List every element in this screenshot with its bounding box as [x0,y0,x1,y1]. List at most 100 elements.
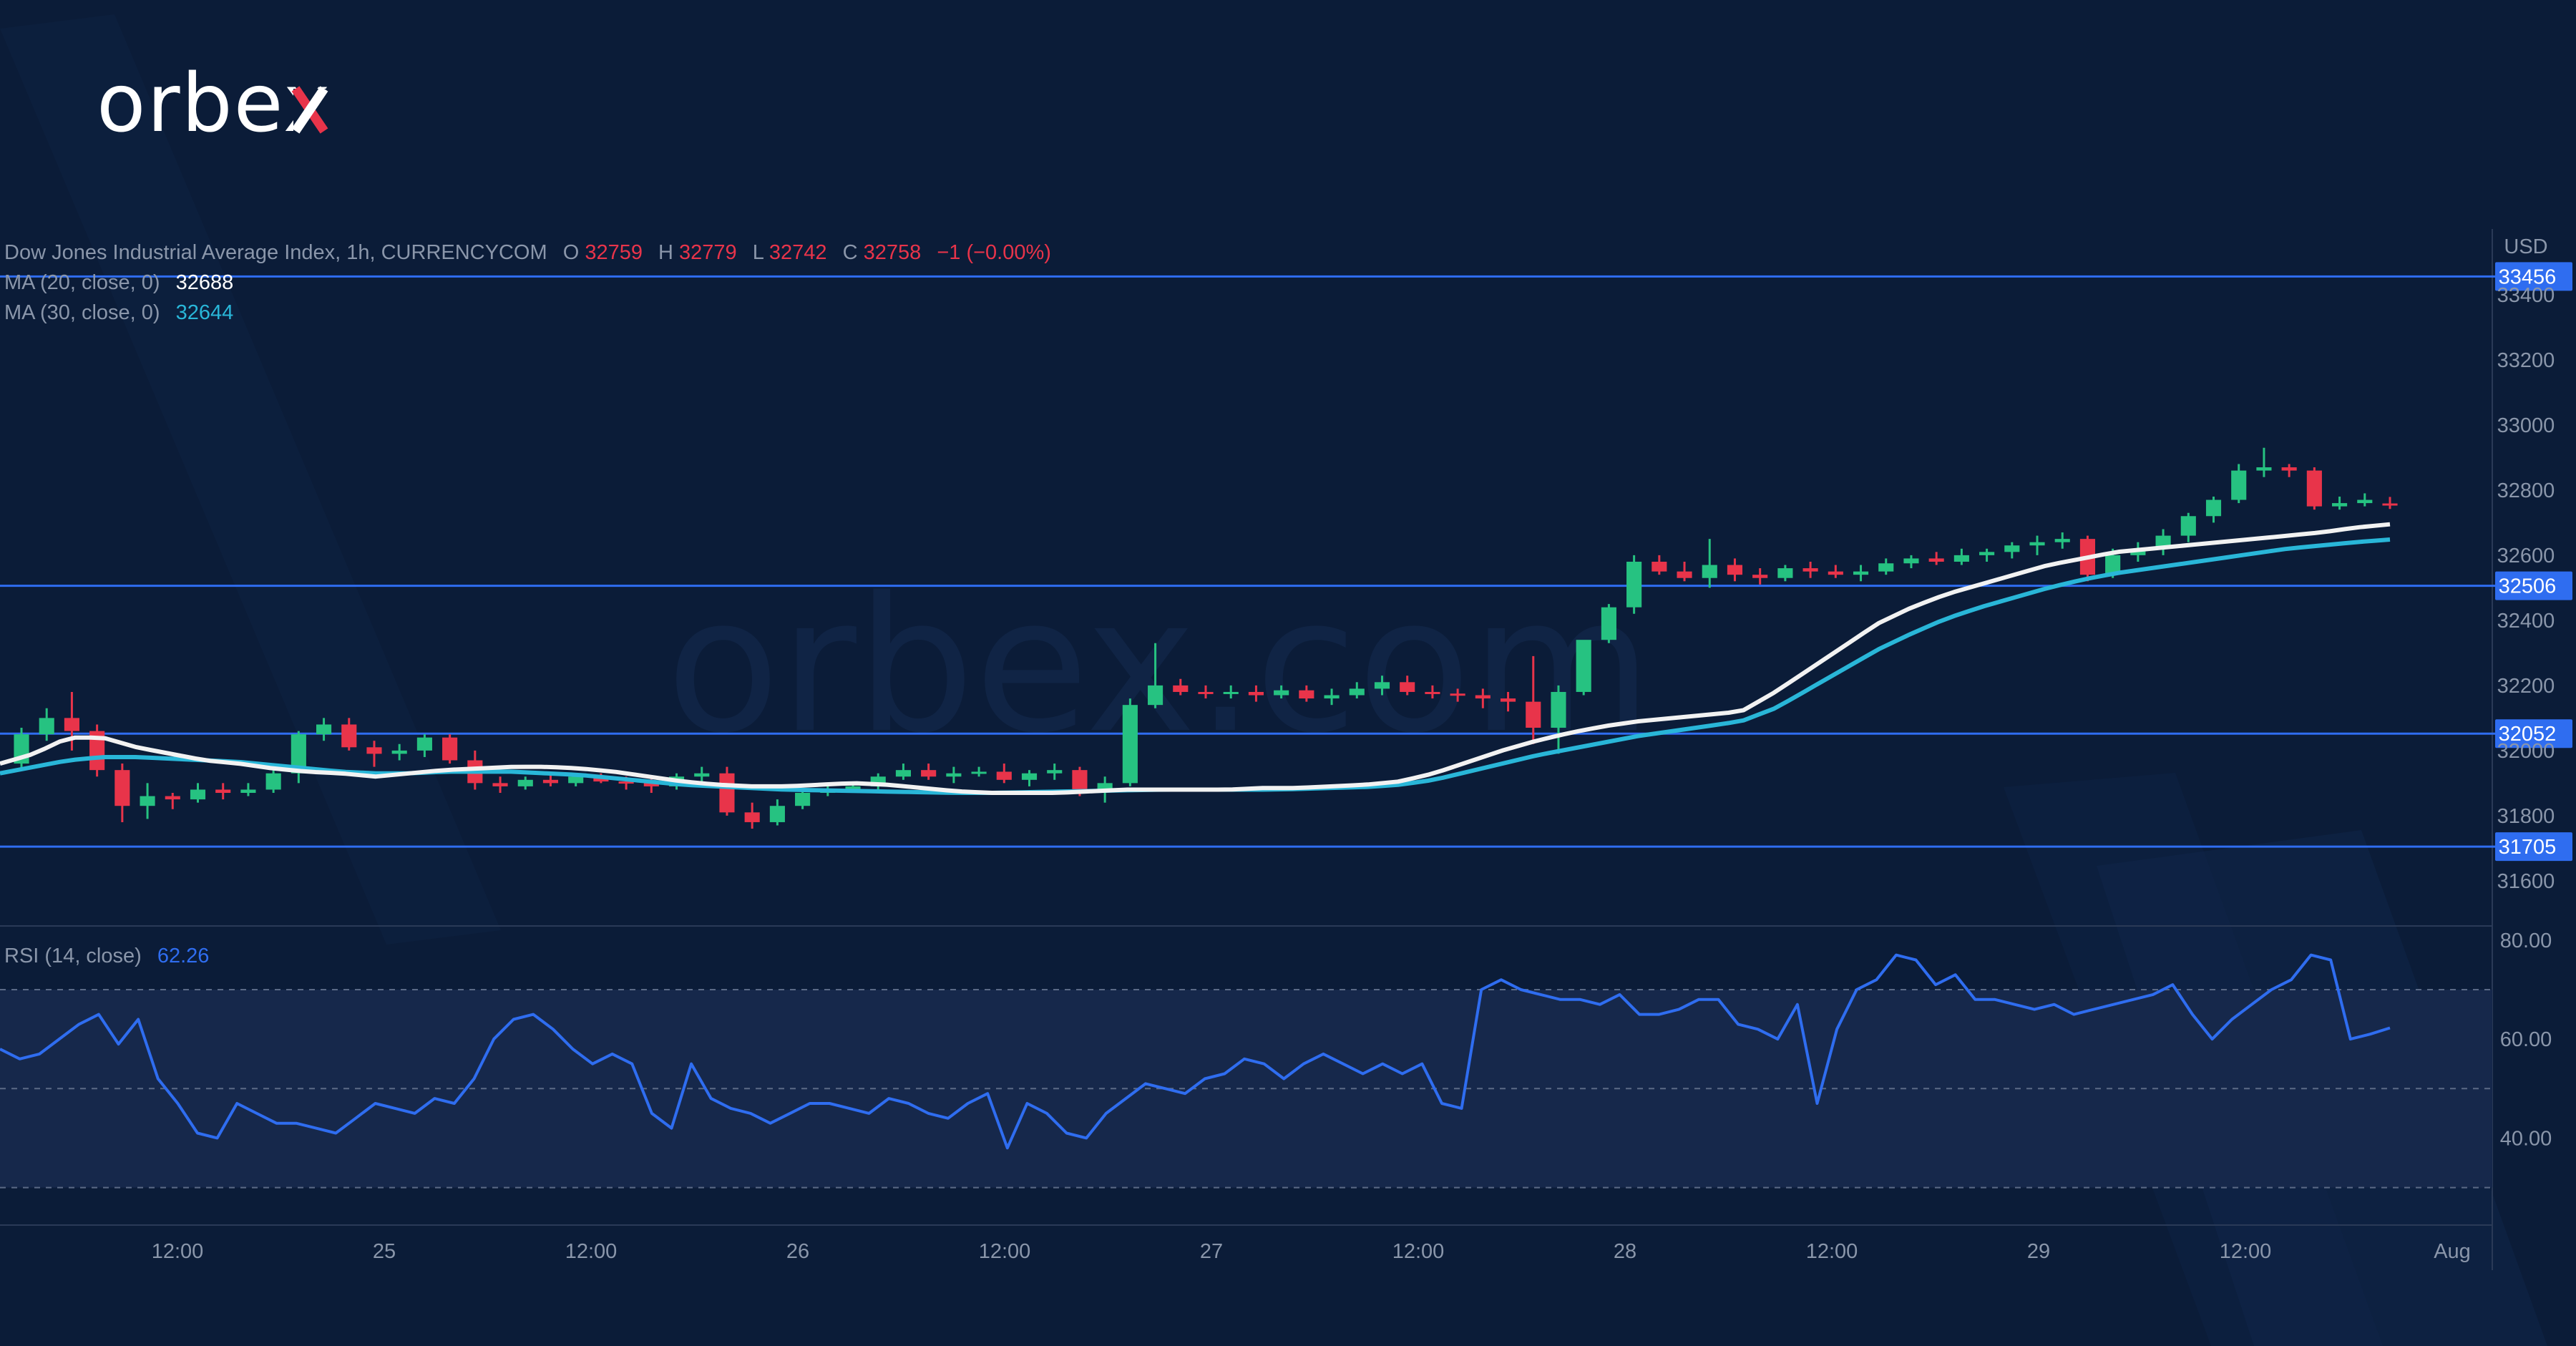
legend-change: −1 (−0.00%) [937,241,1051,264]
candle-body [1425,691,1440,694]
time-axis: 12:00 25 12:00 26 12:00 27 12:00 28 12:00 29 12:00… [152,1240,2471,1263]
price-tick-label: 33200 [2497,349,2555,372]
price-tick-label: 32800 [2497,479,2555,502]
candle-body [1349,688,1365,696]
candle-body [1777,568,1793,578]
logo-x-accent [291,86,333,134]
legend-o-label: O [563,241,580,264]
watermark-text: orbex.com [666,558,1652,774]
candle-body [921,770,937,777]
price-tick-label: 31800 [2497,805,2555,828]
level-tag [2495,571,2572,600]
candle-body [1021,773,1038,780]
candle-body [2180,516,2196,536]
candle-body [391,750,407,754]
time-tick-label: 12:00 [1392,1240,1445,1263]
level-value-label: 32506 [2499,575,2557,598]
candle-body [1727,565,1743,575]
price-tick-label: 32600 [2497,545,2555,567]
legend-l-label: L [753,241,764,264]
level-tag [2495,832,2572,862]
candle-body [769,806,785,822]
candle-body [895,770,912,777]
candle-body [291,734,306,774]
legend-symbol: Dow Jones Industrial Average Index, 1h, … [4,241,547,264]
price-tick-label: 32400 [2497,610,2555,633]
candle-body [2256,467,2272,471]
currency-label: USD [2504,235,2547,258]
rsi-guides [0,988,2492,1189]
legend-c-value: 32758 [864,241,922,264]
time-tick-label: 12:00 [152,1240,204,1263]
candle-body [2332,503,2348,507]
candle-body [1551,691,1566,728]
candle-body [1374,682,1390,689]
candle-body [64,718,79,731]
candle-body [240,789,256,794]
ma20-line [0,522,2391,795]
candle-body [2306,470,2322,507]
legend-h-label: H [658,241,673,264]
ma30-value: 32644 [176,301,234,324]
legend-row-rsi: RSI (14, close) 62.26 [4,945,209,967]
candle-body [1248,691,1264,696]
price-tick-label: 32000 [2497,740,2555,763]
time-tick-label: 29 [2027,1240,2050,1263]
time-tick-label: 12:00 [565,1240,618,1263]
time-tick-label: 27 [1200,1240,1223,1263]
candle-body [1198,691,1214,694]
candle-body [845,786,861,790]
candle-body [1526,701,1541,728]
candle-body [2004,545,2020,552]
rsi-label: RSI (14, close) [4,945,142,967]
rsi-line [0,953,2391,1150]
ma30-label: MA (30, close, 0) [4,301,160,324]
candle-body [366,747,382,754]
candle-body [2105,555,2121,575]
candle-body [1853,571,1869,575]
level-tag [2495,719,2572,748]
candle-body [2231,470,2247,500]
price-tick-label: 31600 [2497,870,2555,893]
candle-body [1223,691,1239,694]
candle-body [341,724,357,748]
candle-body [2281,467,2297,471]
level-value-label: 31705 [2499,836,2557,859]
candle-body [996,771,1012,780]
legend-row-ma30: MA (30, close, 0) 32644 [4,301,233,324]
orbex-logo: orbex [97,57,333,150]
candle-body [1903,558,1919,564]
legend-l-value: 32742 [769,241,827,264]
candle-body [1500,698,1516,702]
candle-body [2205,499,2222,517]
candle-body [1702,565,1717,578]
candle-body [1097,783,1113,790]
rsi-tick-label: 60.00 [2500,1028,2552,1051]
candle-body [1072,770,1088,790]
candle-body [618,781,634,784]
candle-body [265,773,281,790]
candle-body [1802,568,1818,572]
time-tick-label: 28 [1614,1240,1636,1263]
rsi-tick-label: 40.00 [2500,1127,2552,1150]
candle-body [1148,685,1163,706]
candle-body [1626,561,1642,608]
ma20-label: MA (20, close, 0) [4,271,160,294]
candle-body [1601,607,1616,640]
legend-h-value: 32779 [679,241,737,264]
time-tick-label: 12:00 [979,1240,1031,1263]
candle-body [643,783,659,786]
legend-row-ma20: MA (20, close, 0) 32688 [4,271,233,294]
background-stripe [0,14,501,945]
ma20-value: 32688 [176,271,234,294]
rsi-tick-label: 80.00 [2500,930,2552,952]
candle-body [492,783,508,786]
candle-body [568,776,584,784]
horizontal-levels: 33456 32506 32052 31705 [0,262,2572,862]
candle-body [114,770,130,806]
candle-body [971,771,987,774]
candle-body [1450,693,1465,696]
candle-body [1878,563,1894,572]
candle-body [1173,685,1189,692]
candle-body [1122,705,1138,784]
